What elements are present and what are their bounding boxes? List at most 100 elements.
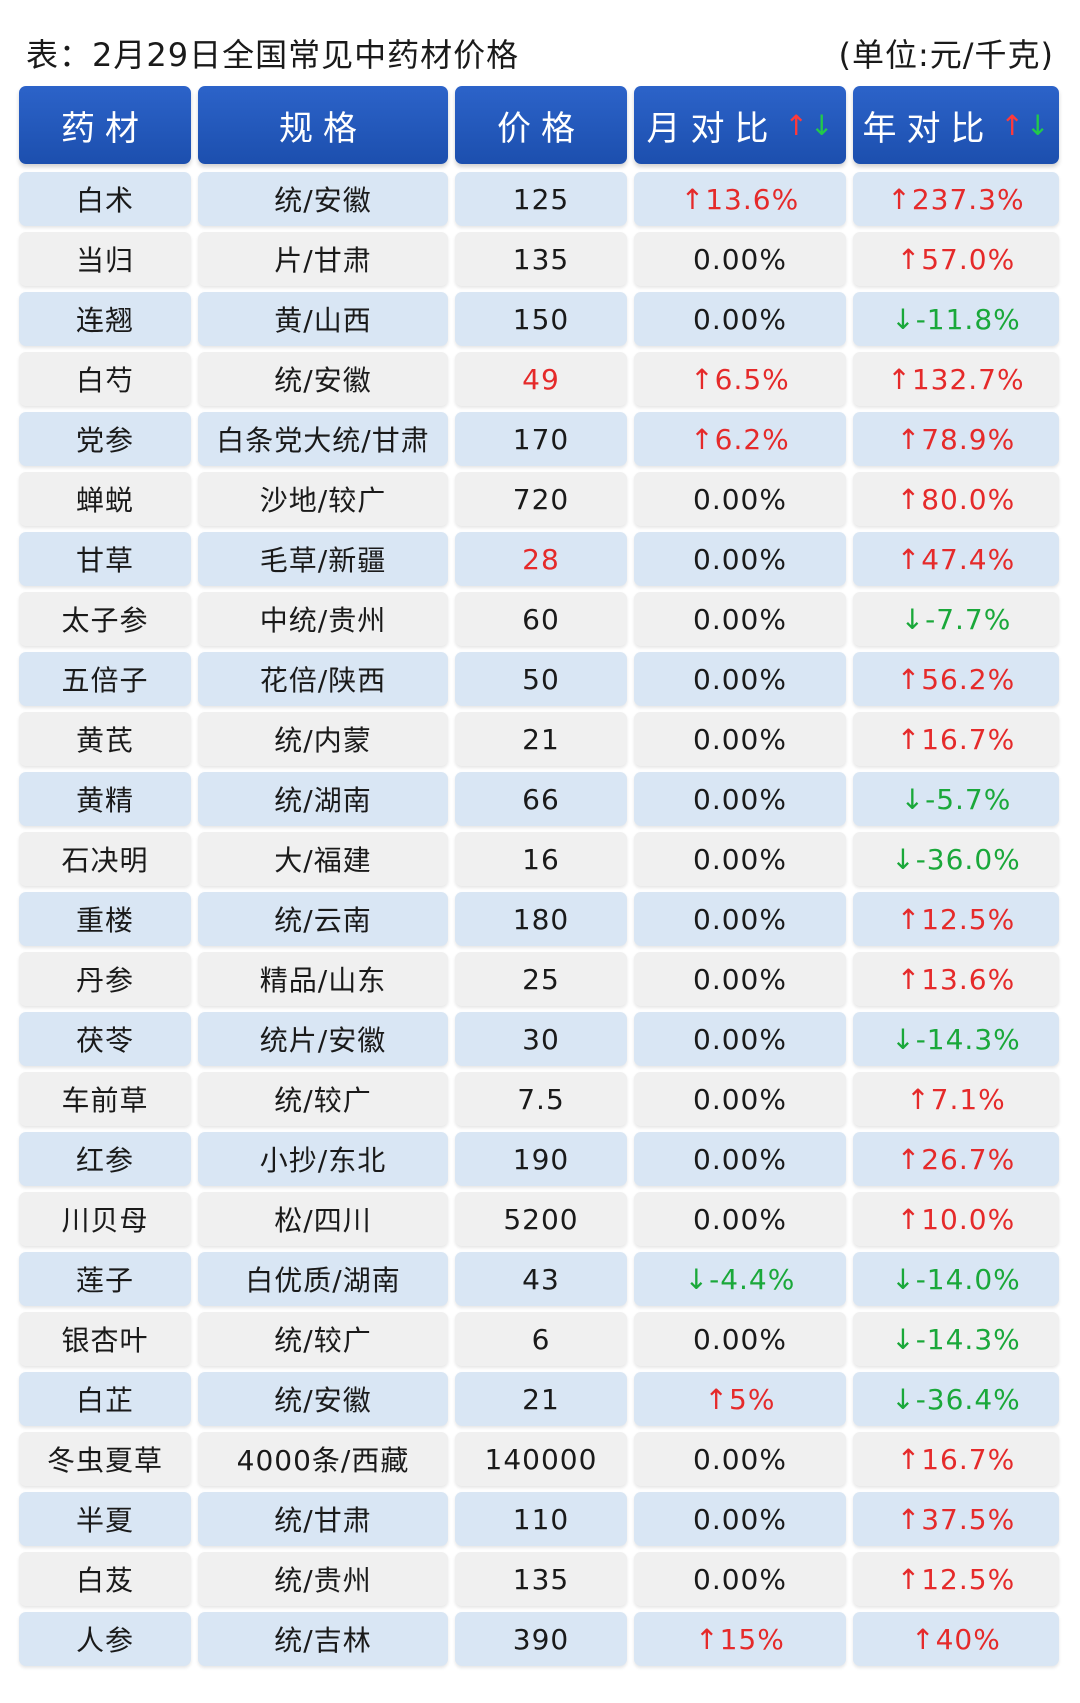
cell-month-change: 0.00% — [634, 1012, 846, 1066]
cell-name: 党参 — [19, 412, 191, 466]
cell-price: 110 — [455, 1492, 627, 1546]
cell-month-change: 0.00% — [634, 592, 846, 646]
table-row: 白芷 统/安徽 21 ↑5% ↓-36.4% — [19, 1372, 1059, 1426]
cell-year-change: ↑13.6% — [853, 952, 1059, 1006]
cell-spec: 大/福建 — [198, 832, 448, 886]
table-body: 白术 统/安徽 125 ↑13.6% ↑237.3% 当归 片/甘肃 135 0.00% ↑57.… — [19, 172, 1059, 1666]
header-year-label: 年对比 — [862, 108, 995, 149]
cell-price: 125 — [455, 172, 627, 226]
cell-year-change: ↓-11.8% — [853, 292, 1059, 346]
cell-year-change: ↑40% — [853, 1612, 1059, 1666]
cell-year-change: ↑132.7% — [853, 352, 1059, 406]
table-row: 甘草 毛草/新疆 28 0.00% ↑47.4% — [19, 532, 1059, 586]
header-name: 药材 — [19, 86, 191, 164]
cell-month-change: 0.00% — [634, 1432, 846, 1486]
cell-spec: 沙地/较广 — [198, 472, 448, 526]
table-row: 连翘 黄/山西 150 0.00% ↓-11.8% — [19, 292, 1059, 346]
cell-month-change: ↓-4.4% — [634, 1252, 846, 1306]
cell-price: 25 — [455, 952, 627, 1006]
table-row: 红参 小抄/东北 190 0.00% ↑26.7% — [19, 1132, 1059, 1186]
cell-price: 49 — [455, 352, 627, 406]
header-month: 月对比 ↑ ↓ — [634, 86, 846, 164]
cell-year-change: ↑10.0% — [853, 1192, 1059, 1246]
table-row: 黄芪 统/内蒙 21 0.00% ↑16.7% — [19, 712, 1059, 766]
table-row: 五倍子 花倍/陕西 50 0.00% ↑56.2% — [19, 652, 1059, 706]
cell-month-change: ↑15% — [634, 1612, 846, 1666]
cell-name: 白芨 — [19, 1552, 191, 1606]
cell-spec: 精品/山东 — [198, 952, 448, 1006]
cell-price: 60 — [455, 592, 627, 646]
cell-spec: 4000条/西藏 — [198, 1432, 448, 1486]
cell-year-change: ↓-14.3% — [853, 1312, 1059, 1366]
cell-spec: 中统/贵州 — [198, 592, 448, 646]
cell-name: 太子参 — [19, 592, 191, 646]
cell-spec: 统/安徽 — [198, 1372, 448, 1426]
arrow-up-icon: ↑ — [1000, 108, 1024, 142]
table-row: 蝉蜕 沙地/较广 720 0.00% ↑80.0% — [19, 472, 1059, 526]
cell-month-change: 0.00% — [634, 1492, 846, 1546]
cell-spec: 白优质/湖南 — [198, 1252, 448, 1306]
cell-month-change: 0.00% — [634, 1192, 846, 1246]
table-row: 白芍 统/安徽 49 ↑6.5% ↑132.7% — [19, 352, 1059, 406]
cell-price: 190 — [455, 1132, 627, 1186]
header-month-label: 月对比 — [646, 108, 779, 149]
cell-year-change: ↓-5.7% — [853, 772, 1059, 826]
cell-month-change: ↑6.5% — [634, 352, 846, 406]
cell-month-change: 0.00% — [634, 772, 846, 826]
arrow-down-icon: ↓ — [1026, 108, 1050, 142]
cell-price: 6 — [455, 1312, 627, 1366]
cell-name: 冬虫夏草 — [19, 1432, 191, 1486]
cell-month-change: 0.00% — [634, 1132, 846, 1186]
cell-name: 银杏叶 — [19, 1312, 191, 1366]
table-row: 半夏 统/甘肃 110 0.00% ↑37.5% — [19, 1492, 1059, 1546]
cell-name: 石决明 — [19, 832, 191, 886]
table-row: 白术 统/安徽 125 ↑13.6% ↑237.3% — [19, 172, 1059, 226]
cell-price: 30 — [455, 1012, 627, 1066]
cell-spec: 统/云南 — [198, 892, 448, 946]
cell-spec: 统/甘肃 — [198, 1492, 448, 1546]
cell-year-change: ↑56.2% — [853, 652, 1059, 706]
cell-price: 135 — [455, 1552, 627, 1606]
table-row: 石决明 大/福建 16 0.00% ↓-36.0% — [19, 832, 1059, 886]
cell-name: 人参 — [19, 1612, 191, 1666]
cell-name: 茯苓 — [19, 1012, 191, 1066]
cell-year-change: ↓-14.3% — [853, 1012, 1059, 1066]
cell-year-change: ↑16.7% — [853, 1432, 1059, 1486]
cell-spec: 小抄/东北 — [198, 1132, 448, 1186]
table-row: 黄精 统/湖南 66 0.00% ↓-5.7% — [19, 772, 1059, 826]
cell-price: 140000 — [455, 1432, 627, 1486]
cell-month-change: 0.00% — [634, 1072, 846, 1126]
cell-year-change: ↑7.1% — [853, 1072, 1059, 1126]
cell-month-change: 0.00% — [634, 292, 846, 346]
table-caption: 表：2月29日全国常见中药材价格 (单位:元/千克) — [0, 0, 1080, 84]
table-row: 银杏叶 统/较广 6 0.00% ↓-14.3% — [19, 1312, 1059, 1366]
cell-month-change: 0.00% — [634, 652, 846, 706]
unit-label: (单位:元/千克) — [838, 36, 1054, 74]
cell-spec: 统/内蒙 — [198, 712, 448, 766]
cell-year-change: ↑26.7% — [853, 1132, 1059, 1186]
table-title: 表：2月29日全国常见中药材价格 — [26, 36, 520, 74]
table-row: 莲子 白优质/湖南 43 ↓-4.4% ↓-14.0% — [19, 1252, 1059, 1306]
header-price: 价格 — [455, 86, 627, 164]
arrow-down-icon: ↓ — [810, 108, 834, 142]
cell-year-change: ↑80.0% — [853, 472, 1059, 526]
cell-spec: 统/贵州 — [198, 1552, 448, 1606]
cell-price: 135 — [455, 232, 627, 286]
cell-month-change: ↑6.2% — [634, 412, 846, 466]
cell-price: 5200 — [455, 1192, 627, 1246]
cell-month-change: 0.00% — [634, 1312, 846, 1366]
cell-name: 半夏 — [19, 1492, 191, 1546]
cell-spec: 统/湖南 — [198, 772, 448, 826]
price-table: 药材 规格 价格 月对比 ↑ ↓ 年对比 ↑ ↓ 白术 统/安徽 125 ↑13.6% ↑237… — [19, 86, 1059, 1672]
table-row: 当归 片/甘肃 135 0.00% ↑57.0% — [19, 232, 1059, 286]
cell-month-change: 0.00% — [634, 892, 846, 946]
cell-price: 50 — [455, 652, 627, 706]
cell-name: 丹参 — [19, 952, 191, 1006]
cell-spec: 统/较广 — [198, 1312, 448, 1366]
cell-year-change: ↑12.5% — [853, 1552, 1059, 1606]
cell-month-change: 0.00% — [634, 832, 846, 886]
cell-month-change: 0.00% — [634, 1552, 846, 1606]
cell-name: 川贝母 — [19, 1192, 191, 1246]
cell-name: 连翘 — [19, 292, 191, 346]
cell-price: 390 — [455, 1612, 627, 1666]
